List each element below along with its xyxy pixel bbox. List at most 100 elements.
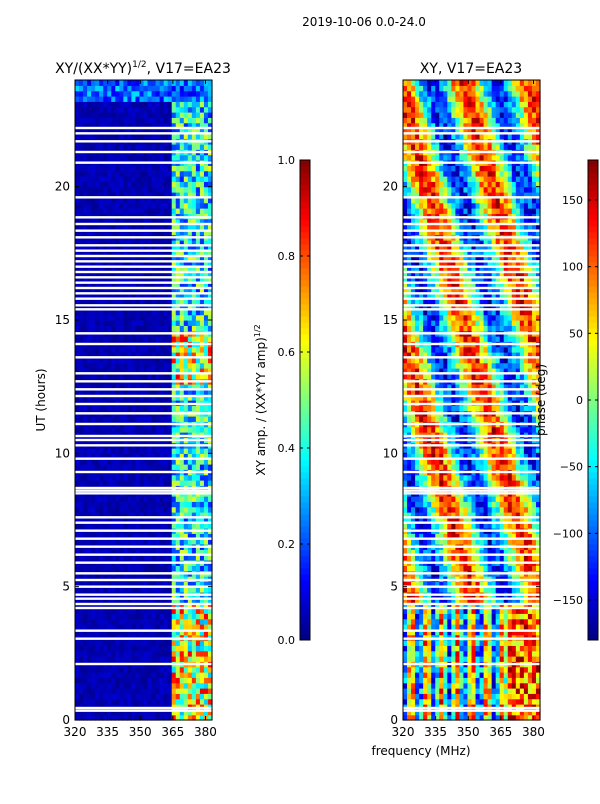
left-heatmap-cell [175, 298, 181, 305]
left-heatmap-cell [75, 405, 80, 412]
left-heatmap-cell [87, 608, 92, 614]
right-heatmap-cell [419, 581, 424, 588]
left-heatmap-cell [187, 96, 193, 102]
left-heatmap-cell [143, 320, 149, 326]
left-heatmap-cell [99, 426, 104, 433]
left-heatmap-cell [131, 506, 137, 513]
right-heatmap-cell [495, 586, 501, 593]
left-heatmap-cell [107, 176, 112, 182]
left-heatmap-cell [207, 202, 213, 209]
left-heatmap-cell [139, 682, 145, 689]
left-heatmap-cell [107, 586, 112, 593]
right-heatmap-cell [515, 608, 521, 614]
left-heatmap-cell [151, 96, 157, 102]
left-heatmap-cell [143, 266, 149, 273]
left-heatmap-cell [119, 533, 124, 540]
left-heatmap-cell [147, 538, 153, 545]
left-heatmap-cell [135, 608, 141, 614]
right-heatmap-cell [411, 688, 416, 694]
left-heatmap-cell [167, 117, 173, 124]
left-heatmap-cell [139, 266, 145, 273]
left-heatmap-cell [107, 309, 112, 316]
left-heatmap-cell [79, 368, 84, 374]
left-heatmap-cell [107, 474, 112, 481]
left-heatmap-cell [143, 272, 149, 278]
left-heatmap-cell [187, 314, 193, 321]
left-heatmap-cell [139, 693, 145, 700]
left-heatmap-cell [139, 250, 145, 257]
left-heatmap-cell [167, 565, 173, 572]
left-heatmap-cell [199, 362, 205, 369]
left-heatmap-cell [135, 90, 141, 97]
right-heatmap-cell [407, 650, 412, 657]
left-heatmap-cell [115, 192, 120, 198]
right-heatmap-cell [407, 672, 412, 678]
left-heatmap-cell [179, 357, 185, 364]
left-heatmap-cell [171, 709, 177, 716]
left-heatmap-cell [163, 565, 169, 572]
right-heatmap-cell [411, 586, 416, 593]
left-heatmap-cell [183, 106, 189, 113]
right-heatmap-cell [479, 672, 485, 678]
left-heatmap-cell [111, 522, 116, 529]
right-heatmap-cell [511, 666, 517, 673]
left-heatmap-cell [147, 608, 153, 614]
left-heatmap-cell [207, 352, 213, 358]
right-heatmap-cell [455, 656, 461, 662]
left-heatmap-cell [163, 85, 169, 92]
right-heatmap-cell [407, 666, 412, 673]
left-heatmap-cell [79, 362, 84, 369]
right-heatmap-cell [407, 640, 412, 646]
left-heatmap-cell [87, 538, 92, 545]
left-heatmap-cell [191, 581, 197, 588]
left-heatmap-cell [107, 80, 112, 86]
left-heatmap-cell [107, 352, 112, 358]
left-heatmap-cell [127, 688, 133, 694]
left-heatmap-cell [155, 320, 161, 326]
left-heatmap-cell [151, 394, 157, 401]
right-heatmap-cell [527, 624, 533, 630]
left-heatmap-cell [115, 240, 120, 246]
left-heatmap-cell [151, 224, 157, 230]
left-heatmap-cell [107, 597, 112, 604]
left-heatmap-cell [127, 650, 133, 657]
left-heatmap-cell [179, 250, 185, 257]
left-heatmap-cell [91, 277, 96, 284]
left-heatmap-cell [103, 581, 108, 588]
right-heatmap-cell [427, 608, 432, 614]
left-heatmap-cell [135, 80, 141, 86]
left-heatmap-cell [87, 368, 92, 374]
left-heatmap-cell [203, 352, 209, 358]
left-heatmap-cell [91, 677, 96, 684]
left-heatmap-cell [155, 117, 161, 124]
left-heatmap-cell [107, 656, 112, 662]
right-heatmap-cell [487, 613, 493, 620]
left-heatmap-cell [167, 496, 173, 502]
left-heatmap-cell [83, 309, 88, 316]
left-heatmap-cell [83, 645, 88, 652]
left-heatmap-cell [171, 346, 177, 353]
left-heatmap-cell [179, 202, 185, 209]
left-heatmap-cell [159, 245, 165, 252]
right-heatmap-cell [483, 709, 489, 716]
left-heatmap-cell [159, 714, 165, 721]
right-heatmap-cell [527, 656, 533, 662]
left-heatmap-cell [95, 464, 100, 470]
left-heatmap-cell [123, 304, 128, 310]
left-heatmap-cell [87, 496, 92, 502]
left-heatmap-cell [111, 709, 116, 716]
left-heatmap-cell [111, 352, 116, 358]
left-heatmap-cell [163, 352, 169, 358]
left-heatmap-cell [107, 464, 112, 470]
right-heatmap-cell [515, 645, 521, 652]
left-heatmap-cell [135, 357, 141, 364]
left-heatmap-cell [119, 224, 124, 230]
right-heatmap-cell [419, 629, 424, 636]
left-heatmap-cell [207, 245, 213, 252]
left-heatmap-cell [119, 154, 124, 161]
left-heatmap-cell [179, 277, 185, 284]
left-heatmap-cell [99, 480, 104, 486]
left-heatmap-cell [175, 224, 181, 230]
left-heatmap-cell [163, 549, 169, 556]
left-heatmap-cell [99, 192, 104, 198]
